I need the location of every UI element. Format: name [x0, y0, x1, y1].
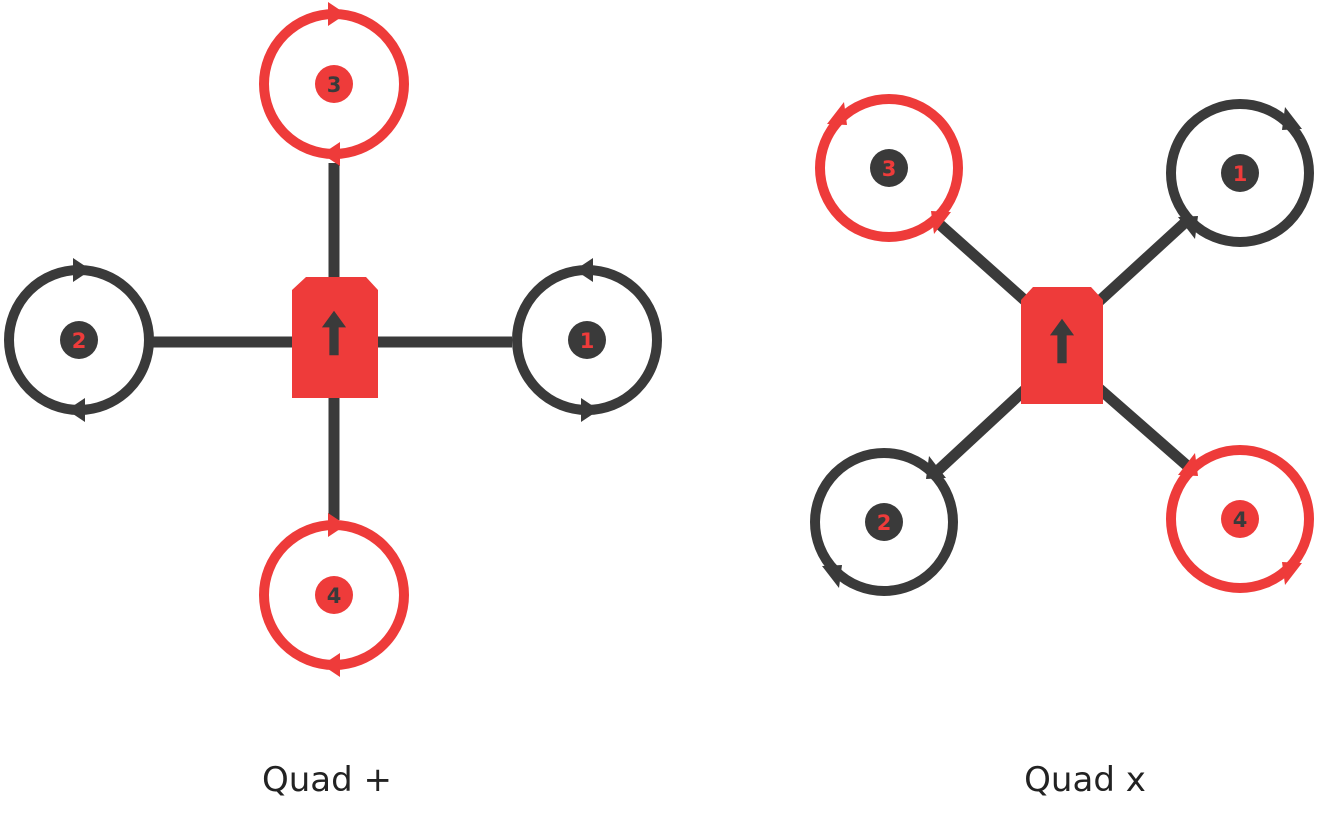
clockwise-arrow-icon — [931, 211, 951, 234]
quad-x-motor-3: 3 — [815, 94, 963, 242]
counter-clockwise-arrow-icon — [926, 456, 946, 479]
quad-plus-motor-1: 1 — [512, 258, 662, 422]
clockwise-arrow-icon — [827, 102, 847, 125]
counter-clockwise-arrow-icon — [73, 258, 91, 282]
quad-plus-arms — [152, 163, 512, 520]
quad-plus-diagram: 3 2 1 4 — [4, 2, 662, 677]
counter-clockwise-arrow-icon — [822, 565, 842, 588]
motor-number-badge — [1221, 154, 1259, 192]
motor-number: 1 — [1233, 162, 1248, 186]
quad-x-arm-back-right — [1091, 380, 1196, 475]
clockwise-arrow-icon — [1282, 562, 1302, 585]
clockwise-arrow-icon — [328, 513, 346, 537]
motor-number-badge — [870, 149, 908, 187]
clockwise-arrow-icon — [328, 2, 346, 26]
rotation-ring — [1166, 445, 1314, 593]
quad-x-arms — [928, 213, 1196, 481]
motor-number-badge — [1221, 500, 1259, 538]
quad-x-caption: Quad x — [1024, 760, 1146, 800]
motor-number-badge — [315, 65, 353, 103]
motor-number: 3 — [327, 73, 342, 97]
quad-x-arm-front-left — [933, 217, 1034, 310]
quad-x-diagram: 3 1 2 4 — [810, 94, 1314, 596]
clockwise-arrow-icon — [322, 142, 340, 166]
rotation-ring — [1166, 99, 1314, 247]
motor-number: 2 — [72, 329, 87, 353]
quad-x-motor-1: 1 — [1166, 99, 1314, 247]
motor-number-badge — [60, 321, 98, 359]
quad-x-motor-4: 4 — [1166, 445, 1314, 593]
motor-number: 4 — [1233, 508, 1248, 532]
motor-number-badge — [865, 503, 903, 541]
motor-number: 4 — [327, 584, 342, 608]
clockwise-arrow-icon — [322, 653, 340, 677]
quad-plus-motor-4: 4 — [259, 513, 409, 677]
quad-plus-motor-2: 2 — [4, 258, 154, 422]
quad-x-motor-2: 2 — [810, 448, 958, 596]
motor-number: 1 — [580, 329, 595, 353]
motor-number-badge — [315, 576, 353, 614]
rotation-ring — [810, 448, 958, 596]
quad-plus-flight-controller — [292, 277, 378, 398]
counter-clockwise-arrow-icon — [1282, 107, 1302, 130]
quad-x-flight-controller — [1021, 287, 1103, 404]
motor-number: 3 — [882, 157, 897, 181]
quad-plus-motor-3: 3 — [259, 2, 409, 166]
counter-clockwise-arrow-icon — [581, 398, 599, 422]
rotation-ring — [815, 94, 963, 242]
motor-number: 2 — [877, 511, 892, 535]
motor-number-badge — [568, 321, 606, 359]
quad-x-arm-front-right — [1091, 213, 1194, 310]
quad-x-arm-back-left — [928, 380, 1034, 481]
quad-plus-caption: Quad + — [261, 760, 393, 800]
counter-clockwise-arrow-icon — [67, 398, 85, 422]
counter-clockwise-arrow-icon — [575, 258, 593, 282]
counter-clockwise-arrow-icon — [1178, 216, 1198, 239]
clockwise-arrow-icon — [1178, 453, 1198, 476]
